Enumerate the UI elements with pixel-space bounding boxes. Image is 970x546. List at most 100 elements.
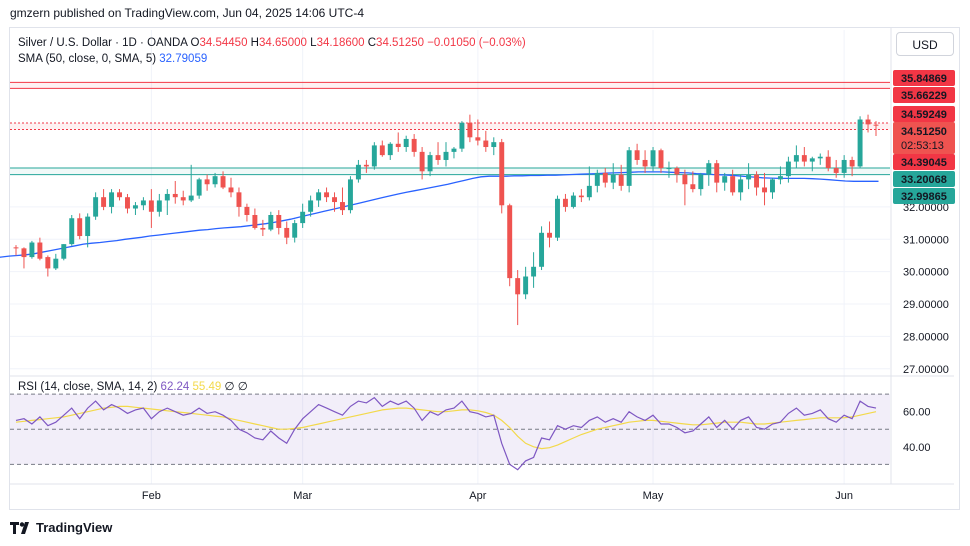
candle-body (507, 205, 513, 279)
candle (204, 174, 210, 191)
candle-body (61, 244, 67, 259)
candle-body (706, 163, 712, 175)
currency-button[interactable]: USD (896, 32, 954, 56)
candle (459, 121, 465, 152)
candle (865, 114, 871, 133)
candle (754, 171, 760, 196)
candle-body (873, 124, 879, 126)
candle-body (85, 216, 91, 237)
candle-body (491, 142, 497, 148)
close-value: 34.51250 (376, 37, 425, 49)
candle-body (793, 155, 799, 162)
candle (594, 169, 600, 193)
candle (849, 156, 855, 177)
candle (403, 135, 409, 152)
candle (570, 192, 576, 209)
level-price-tag (893, 188, 955, 204)
chart-legend: Silver / U.S. Dollar · 1D · OANDA O34.54… (18, 35, 526, 67)
candle (817, 153, 823, 165)
candle-body (602, 172, 608, 183)
candle (857, 116, 863, 169)
candle-body (562, 198, 568, 207)
candle-body (53, 258, 59, 269)
candle (706, 159, 712, 186)
change-value: −0.01050 (−0.03%) (427, 37, 526, 49)
candle (738, 174, 744, 201)
candle (220, 171, 226, 190)
level-price-label: 32.99865 (901, 191, 947, 203)
sma-indicator-value: 32.79059 (159, 53, 208, 65)
bar-countdown-label: 02:53:13 (901, 140, 944, 152)
candle-body (475, 137, 481, 141)
candle (148, 189, 154, 228)
candle-body (539, 232, 545, 267)
tradingview-logo[interactable]: TradingView (10, 520, 112, 535)
candle (37, 237, 43, 261)
symbol-title[interactable]: Silver / U.S. Dollar · 1D · OANDA (18, 37, 188, 49)
candle-body (833, 168, 839, 173)
sma-indicator-label[interactable]: SMA (50, close, 0, SMA, 5) (18, 53, 157, 65)
rsi-sma-line (15, 405, 877, 450)
candle (610, 163, 616, 190)
rsi-tick-label: 40.00 (903, 442, 931, 454)
candle-body (499, 142, 505, 206)
level-zone (10, 82, 890, 89)
candle (658, 148, 664, 173)
candle (340, 187, 345, 215)
candle (666, 161, 672, 178)
candle (101, 189, 107, 211)
publish-caption: gmzern published on TradingView.com, Jun… (10, 6, 364, 20)
candle-body (276, 215, 282, 228)
price-tick-label: 28.00000 (903, 331, 949, 343)
last-price-tag (893, 122, 955, 154)
candle-body (785, 161, 791, 177)
candle-body (37, 242, 43, 259)
candle-body (746, 174, 752, 180)
candle (626, 147, 632, 193)
candle-body (77, 218, 83, 237)
candle-body (555, 198, 560, 238)
low-label: L (310, 37, 317, 49)
candle-body (467, 122, 473, 138)
rsi-label[interactable]: RSI (14, close, SMA, 14, 2) (18, 381, 158, 393)
candle (252, 208, 258, 230)
candle (841, 155, 847, 178)
candle-body (825, 156, 831, 169)
candle (578, 189, 584, 203)
candle (363, 159, 369, 173)
candle-body (387, 143, 393, 156)
candle (13, 245, 19, 256)
level-price-label: 33.20068 (901, 174, 947, 186)
sma-line (0, 171, 879, 258)
candle-body (13, 247, 19, 249)
rsi-extra-1: ∅ (224, 381, 235, 393)
level-price-tag (893, 70, 955, 86)
price-tick-label: 30.00000 (903, 267, 949, 279)
candle-body (363, 164, 369, 167)
candle (475, 119, 481, 146)
candle (777, 166, 783, 185)
candle (228, 177, 234, 198)
candle-body (403, 138, 409, 148)
candle (284, 221, 290, 245)
candle (188, 164, 194, 203)
candle (29, 240, 35, 259)
candle (483, 130, 489, 152)
candle (539, 226, 545, 271)
candle (825, 150, 831, 172)
candle (499, 138, 505, 214)
level-price-tag (893, 87, 955, 103)
candle (443, 142, 449, 167)
candle (809, 156, 815, 172)
candle-body (347, 179, 353, 211)
price-tick-label: 31.00000 (903, 234, 949, 246)
candle-body (45, 257, 51, 269)
candle (698, 172, 704, 196)
price-tick-label: 29.00000 (903, 299, 949, 311)
candle (714, 159, 720, 193)
candle (833, 159, 839, 178)
candle (873, 121, 879, 137)
candle-body (698, 174, 704, 190)
candle (387, 142, 393, 160)
